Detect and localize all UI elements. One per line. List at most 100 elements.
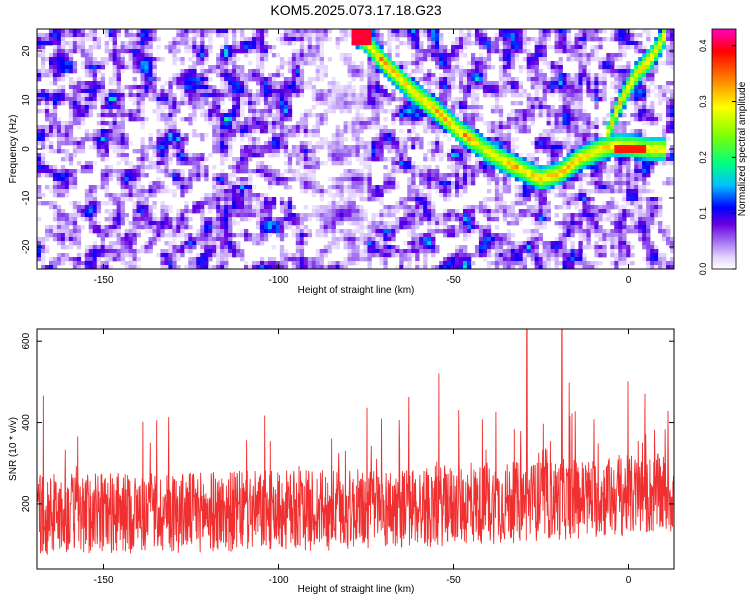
heatmap-cell bbox=[411, 161, 416, 166]
heatmap-cell bbox=[216, 97, 221, 102]
heatmap-cell bbox=[514, 169, 520, 174]
heatmap-cell bbox=[192, 157, 197, 162]
heatmap-cell bbox=[626, 137, 631, 142]
heatmap-cell bbox=[514, 121, 520, 126]
heatmap-cell bbox=[490, 125, 496, 130]
heatmap-cell bbox=[244, 45, 249, 50]
heatmap-cell bbox=[451, 169, 456, 174]
heatmap-cell bbox=[407, 117, 412, 122]
heatmap-cell bbox=[96, 37, 102, 42]
heatmap-cell bbox=[68, 169, 74, 174]
heatmap-cell bbox=[506, 145, 512, 150]
heatmap-cell bbox=[267, 125, 273, 130]
heatmap-cell bbox=[88, 37, 94, 42]
heatmap-cell bbox=[670, 57, 675, 62]
heatmap-cell bbox=[470, 177, 476, 182]
heatmap-cell bbox=[435, 125, 440, 130]
heatmap-cell bbox=[514, 153, 520, 158]
heatmap-cell bbox=[184, 81, 189, 86]
heatmap-cell bbox=[228, 81, 233, 86]
heatmap-cell bbox=[462, 85, 468, 90]
heatmap-cell bbox=[642, 185, 647, 190]
heatmap-cell bbox=[642, 77, 647, 82]
heatmap-cell bbox=[371, 141, 376, 146]
heatmap-cell bbox=[650, 69, 655, 74]
heatmap-cell bbox=[419, 193, 424, 198]
heatmap-cell bbox=[271, 89, 277, 94]
heatmap-cell bbox=[37, 109, 42, 114]
heatmap-cell bbox=[638, 41, 643, 46]
heatmap-cell bbox=[327, 201, 332, 206]
heatmap-cell bbox=[244, 181, 249, 186]
heatmap-cell bbox=[343, 137, 348, 142]
heatmap-cell bbox=[590, 165, 595, 170]
heatmap-cell bbox=[311, 157, 317, 162]
heatmap-cell bbox=[136, 45, 141, 50]
heatmap-cell bbox=[582, 157, 587, 162]
heatmap-cell bbox=[68, 97, 74, 102]
heatmap-cell bbox=[423, 77, 428, 82]
heatmap-cell bbox=[526, 73, 532, 78]
heatmap-cell bbox=[208, 69, 213, 74]
heatmap-cell bbox=[415, 141, 420, 146]
heatmap-cell bbox=[518, 101, 524, 106]
heatmap-cell bbox=[64, 137, 70, 142]
heatmap-cell bbox=[435, 149, 440, 154]
heatmap-cell bbox=[244, 81, 249, 86]
heatmap-cell bbox=[172, 97, 177, 102]
heatmap-cell bbox=[403, 81, 408, 86]
heatmap-cell bbox=[403, 149, 408, 154]
heatmap-cell bbox=[598, 177, 603, 182]
heatmap-cell bbox=[283, 201, 289, 206]
heatmap-cell bbox=[200, 197, 205, 202]
heatmap-cell bbox=[232, 169, 237, 174]
heatmap-cell bbox=[558, 193, 563, 198]
heatmap-cell bbox=[526, 109, 532, 114]
heatmap-cell bbox=[339, 193, 344, 198]
heatmap-cell bbox=[160, 149, 165, 154]
heatmap-cell bbox=[638, 85, 643, 90]
heatmap-cell bbox=[275, 173, 281, 178]
heatmap-cell bbox=[255, 169, 261, 174]
heatmap-cell bbox=[180, 185, 185, 190]
heatmap-cell bbox=[200, 173, 205, 178]
heatmap-cell bbox=[251, 117, 257, 122]
heatmap-cell bbox=[522, 57, 528, 62]
heatmap-cell bbox=[554, 125, 559, 130]
heatmap-cell bbox=[287, 57, 293, 62]
heatmap-cell bbox=[614, 85, 619, 90]
heatmap-cell bbox=[64, 189, 70, 194]
heatmap-cell bbox=[311, 93, 317, 98]
heatmap-cell bbox=[558, 145, 563, 150]
heatmap-cell bbox=[347, 181, 352, 186]
heatmap-cell bbox=[116, 33, 121, 38]
heatmap-cell bbox=[550, 77, 555, 82]
heatmap-cell bbox=[622, 129, 627, 134]
heatmap-cell bbox=[590, 29, 595, 34]
heatmap-cell bbox=[375, 69, 380, 74]
heatmap-cell bbox=[152, 81, 157, 86]
heatmap-cell bbox=[351, 181, 356, 186]
heatmap-cell bbox=[220, 201, 225, 206]
heatmap-cell bbox=[375, 197, 380, 202]
heatmap-cell bbox=[88, 29, 94, 34]
heatmap-cell bbox=[514, 197, 520, 202]
heatmap-cell bbox=[387, 133, 392, 138]
heatmap-cell bbox=[478, 133, 484, 138]
heatmap-cell bbox=[136, 29, 141, 34]
heatmap-cell bbox=[646, 161, 651, 166]
heatmap-cell bbox=[228, 185, 233, 190]
heatmap-cell bbox=[80, 45, 86, 50]
heatmap-cell bbox=[510, 161, 516, 166]
heatmap-cell bbox=[618, 73, 623, 78]
heatmap-cell bbox=[347, 149, 352, 154]
heatmap-cell bbox=[530, 65, 535, 70]
heatmap-cell bbox=[72, 101, 78, 106]
heatmap-cell bbox=[335, 161, 340, 166]
heatmap-cell bbox=[534, 101, 539, 106]
heatmap-cell bbox=[355, 149, 360, 154]
heatmap-cell bbox=[638, 137, 643, 142]
heatmap-cell bbox=[634, 157, 639, 162]
heatmap-cell bbox=[248, 197, 253, 202]
heatmap-cell bbox=[546, 161, 551, 166]
